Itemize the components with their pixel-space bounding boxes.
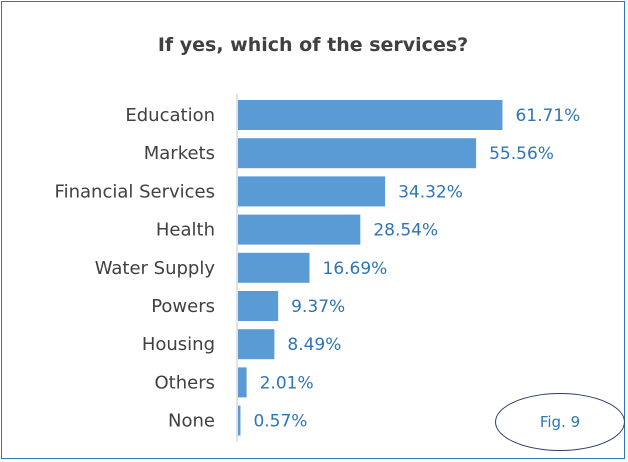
category-label: Education [125,105,215,126]
figure-badge: Fig. 9 [495,393,625,451]
category-label: Others [155,372,216,393]
bar [238,176,386,207]
data-label: 9.37% [291,297,345,317]
category-label: Powers [151,296,215,317]
category-label: Markets [144,143,215,164]
data-label: 0.57% [253,412,307,432]
chart-title: If yes, which of the services? [157,34,469,56]
category-label: Financial Services [55,181,215,202]
data-label: 16.69% [323,259,388,279]
bar [238,138,477,169]
bar [238,329,275,360]
category-label: Housing [142,334,215,355]
category-label: Water Supply [95,258,216,279]
data-label: 34.32% [398,182,463,202]
bar [238,252,310,283]
bar [238,405,241,436]
data-label: 2.01% [260,373,314,393]
category-label: Health [156,220,215,241]
data-label: 28.54% [373,221,438,241]
bar [238,100,503,130]
bar [238,214,361,245]
bar [238,367,247,398]
data-label: 61.71% [515,106,580,126]
data-label: 55.56% [489,144,554,164]
data-label: 8.49% [287,335,341,355]
bar [238,291,279,321]
category-label: None [168,411,215,432]
